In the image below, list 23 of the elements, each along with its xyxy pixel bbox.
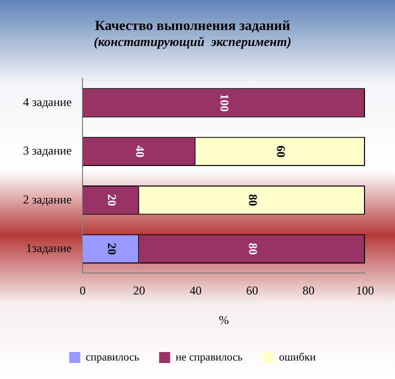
data-label: 20 xyxy=(104,194,119,206)
y-tick-label: 4 задание xyxy=(22,94,72,109)
data-label: 60 xyxy=(274,145,288,158)
data-label: 80 xyxy=(246,194,260,206)
chart-subtitle: (констатирующий эксперимент) xyxy=(94,34,292,49)
x-axis-title: % xyxy=(218,312,229,327)
x-tick-label: 20 xyxy=(133,284,146,298)
legend-label: ошибки xyxy=(279,351,316,364)
legend-label: не справилось xyxy=(176,351,243,364)
data-label: 80 xyxy=(246,242,260,255)
x-tick-label: 0 xyxy=(80,284,86,298)
x-tick-label: 80 xyxy=(302,284,315,298)
x-tick-label: 100 xyxy=(356,284,374,298)
data-label: 40 xyxy=(133,145,148,158)
y-tick-label: 3 задание xyxy=(22,144,72,158)
data-label: 100 xyxy=(218,94,232,112)
data-label: 20 xyxy=(104,242,119,255)
y-tick-label: 2 задание xyxy=(22,192,72,206)
x-tick-label: 60 xyxy=(246,284,258,298)
y-tick-label: 1задание xyxy=(26,241,72,256)
legend-label: справилось xyxy=(86,351,140,364)
chart-title: Качество выполнения заданий xyxy=(94,19,290,34)
x-tick-label: 40 xyxy=(190,284,202,298)
